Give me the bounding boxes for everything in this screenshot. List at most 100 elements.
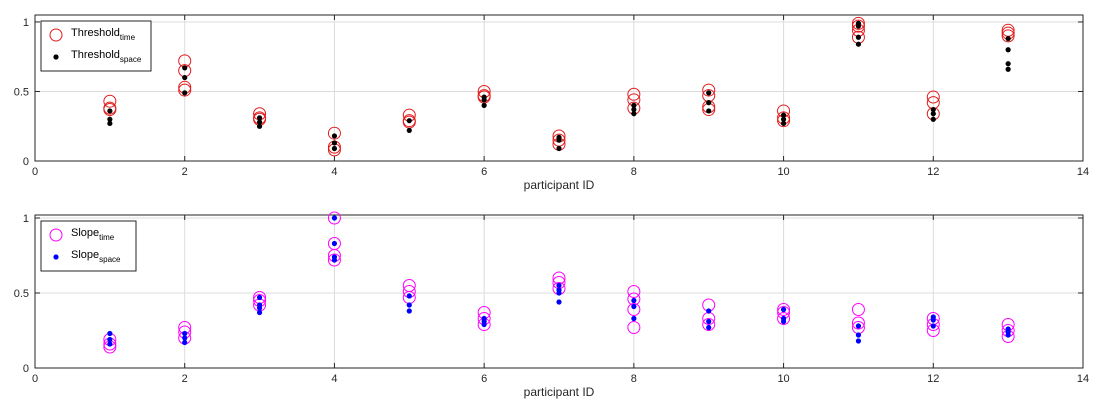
data-point <box>331 140 338 146</box>
x-tick-label: 12 <box>927 373 939 385</box>
data-point <box>851 316 865 330</box>
data-point <box>930 323 936 329</box>
data-point <box>556 282 562 289</box>
legend-marker <box>49 228 63 242</box>
data-point <box>777 312 791 325</box>
data-point <box>631 297 637 304</box>
x-tick-label: 0 <box>32 166 38 178</box>
legend-entry: Slopespace <box>71 249 121 264</box>
x-axis-label: participant ID <box>524 178 595 192</box>
data-point <box>327 211 341 225</box>
data-point <box>406 302 412 308</box>
data-point <box>256 294 263 301</box>
data-point <box>780 318 787 325</box>
x-tick-label: 2 <box>182 373 188 385</box>
data-point <box>481 97 487 103</box>
data-point <box>327 126 341 140</box>
data-point <box>556 145 562 152</box>
data-point <box>107 116 113 122</box>
x-tick-label: 14 <box>1077 373 1089 385</box>
data-point <box>930 317 936 323</box>
data-point <box>256 119 263 125</box>
legend-marker <box>53 254 59 260</box>
x-tick-label: 4 <box>331 166 337 178</box>
data-point <box>706 90 712 96</box>
slope-panel: 0 2 4 6 8 10 12 14 0 0.5 1 participant ID Slopetime S… <box>14 211 1089 399</box>
data-point <box>627 321 641 334</box>
data-point <box>103 103 117 117</box>
data-point <box>406 293 412 299</box>
data-point <box>256 115 263 121</box>
data-point <box>631 315 637 322</box>
data-point <box>1005 47 1011 53</box>
data-point <box>182 65 188 71</box>
axes-box <box>34 14 1084 162</box>
data-point <box>855 338 862 344</box>
data-point <box>702 318 716 331</box>
data-point <box>777 303 791 316</box>
data-point <box>706 324 712 331</box>
data-point <box>1005 332 1011 338</box>
data-point <box>331 240 338 247</box>
data-point <box>556 299 562 305</box>
data-point <box>627 87 641 101</box>
x-axis-label: participant ID <box>524 385 595 399</box>
x-tick-label: 0 <box>32 373 38 385</box>
data-point <box>556 137 562 143</box>
threshold-panel: 0 2 4 6 8 10 12 14 0 0.5 1 participant ID Thresholdt… <box>14 14 1089 192</box>
legend-marker <box>49 28 63 42</box>
x-tick-label: 6 <box>481 373 487 385</box>
x-tick-label: 14 <box>1077 166 1089 178</box>
data-point <box>182 335 188 341</box>
data-point <box>631 106 637 113</box>
data-point <box>481 102 487 108</box>
x-tick-label: 4 <box>331 373 337 385</box>
data-point <box>855 323 862 329</box>
data-point <box>851 16 865 30</box>
data-point <box>855 41 862 47</box>
data-point <box>855 23 862 29</box>
data-point <box>107 120 113 127</box>
x-tick-label: 6 <box>481 166 487 178</box>
data-point <box>1005 66 1011 72</box>
legend-entry: Thresholdspace <box>71 49 142 64</box>
data-point <box>256 305 263 311</box>
data-point <box>631 102 637 108</box>
data-point <box>406 308 412 314</box>
data-point <box>107 341 113 347</box>
x-tick-label: 8 <box>631 166 637 178</box>
data-point <box>182 339 188 346</box>
data-point <box>406 127 412 134</box>
data-point <box>331 215 338 221</box>
data-point <box>780 116 787 122</box>
data-point <box>107 108 113 114</box>
data-point <box>706 308 712 314</box>
data-point <box>182 330 188 337</box>
x-tick-label: 12 <box>927 166 939 178</box>
data-point <box>107 330 113 337</box>
x-tick-label: 10 <box>777 166 789 178</box>
series-threshold-space <box>107 20 1011 152</box>
y-tick-label: 0.5 <box>14 288 29 300</box>
legend <box>40 20 152 72</box>
data-point <box>851 19 865 33</box>
data-point <box>103 94 117 108</box>
data-point <box>926 90 940 104</box>
data-point <box>780 306 787 313</box>
data-point <box>855 332 862 338</box>
data-point <box>706 108 712 114</box>
axes-box <box>34 214 1084 369</box>
x-tick-label: 2 <box>182 166 188 178</box>
data-point <box>331 133 338 139</box>
data-point <box>706 100 712 106</box>
data-point <box>182 74 188 81</box>
data-point <box>706 318 712 325</box>
y-tick-label: 1 <box>23 213 29 225</box>
data-point <box>627 303 641 316</box>
data-point <box>327 253 341 267</box>
data-point <box>481 321 487 328</box>
data-point <box>930 111 936 117</box>
data-point <box>107 336 113 343</box>
data-point <box>178 83 192 97</box>
data-point <box>855 34 862 40</box>
